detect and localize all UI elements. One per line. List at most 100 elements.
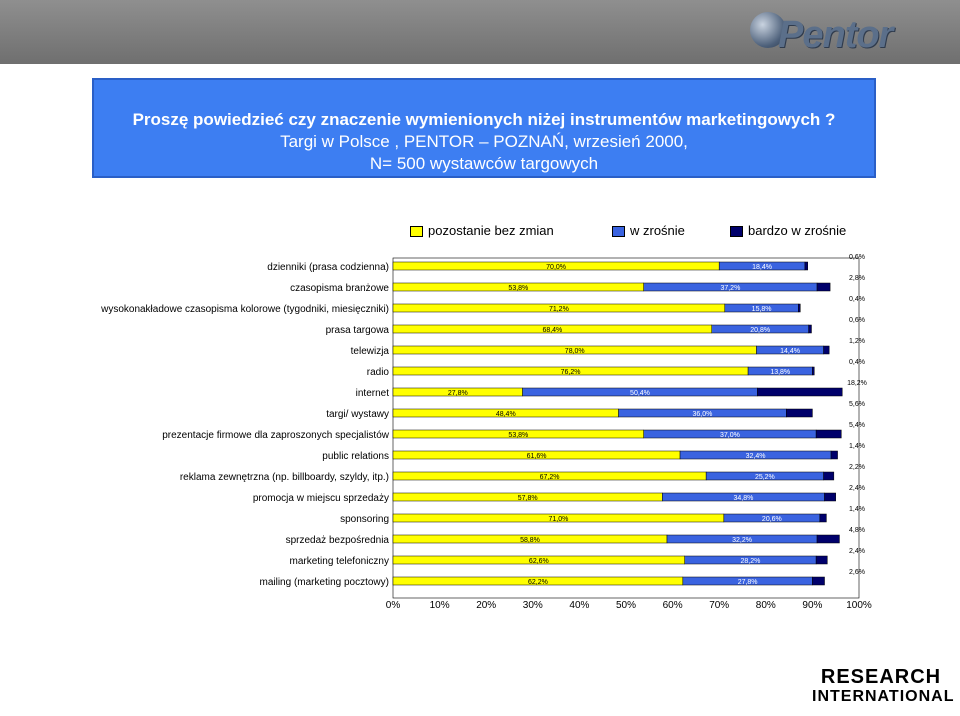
data-label: 1,4% <box>849 506 865 513</box>
data-label: 32,4% <box>746 453 766 460</box>
data-label: 48,4% <box>496 411 516 418</box>
footer-research: RESEARCH <box>820 666 942 688</box>
title-box: Proszę powiedzieć czy znaczenie wymienio… <box>92 78 876 178</box>
bar-segment <box>812 576 825 586</box>
x-tick-label: 20% <box>476 600 496 611</box>
data-label: 62,6% <box>529 558 549 565</box>
data-label: 13,8% <box>770 369 790 376</box>
bar-segment <box>808 324 812 334</box>
bar-segment <box>823 471 835 481</box>
plot-area-frame <box>392 257 860 599</box>
data-label: 53,8% <box>508 432 528 439</box>
legend-item-no-change: pozostanie bez zmian <box>410 223 554 238</box>
title-question: Proszę powiedzieć czy znaczenie wymienio… <box>132 110 836 129</box>
data-label: 37,2% <box>720 285 740 292</box>
category-label: targi/ wystawy <box>326 409 389 420</box>
x-tick-label: 80% <box>756 600 776 611</box>
data-label: 68,4% <box>542 327 562 334</box>
data-label: 50,4% <box>630 390 650 397</box>
bar-segment <box>804 261 808 271</box>
x-tick-label: 30% <box>523 600 543 611</box>
bar-segment <box>830 450 838 460</box>
x-tick-label: 40% <box>569 600 589 611</box>
category-label: prezentacje firmowe dla zaproszonych spe… <box>162 430 390 441</box>
category-label: promocja w miejscu sprzedaży <box>253 493 389 504</box>
data-label: 5,6% <box>849 401 865 408</box>
bar-segment <box>823 345 830 355</box>
data-label: 20,6% <box>762 516 782 523</box>
data-label: 76,2% <box>561 369 581 376</box>
footer-international: INTERNATIONAL <box>812 688 955 705</box>
data-label: 25,2% <box>755 474 775 481</box>
data-label: 28,2% <box>740 558 760 565</box>
data-label: 36,0% <box>692 411 712 418</box>
bar-segment <box>815 429 842 439</box>
data-label: 2,4% <box>849 485 865 492</box>
x-tick-label: 70% <box>709 600 729 611</box>
bar-segment <box>816 534 840 544</box>
data-label: 4,8% <box>849 527 865 534</box>
x-tick-label: 100% <box>846 600 872 611</box>
data-label: 57,8% <box>518 495 538 502</box>
data-label: 71,0% <box>549 516 569 523</box>
bar-segment <box>757 387 843 397</box>
x-tick-label: 10% <box>430 600 450 611</box>
bar-segment <box>816 282 831 292</box>
legend-label-increase: w zrośnie <box>630 223 685 238</box>
x-tick-label: 90% <box>802 600 822 611</box>
data-label: 32,2% <box>732 537 752 544</box>
data-label: 78,0% <box>565 348 585 355</box>
data-label: 5,4% <box>849 422 865 429</box>
data-label: 70,0% <box>546 264 566 271</box>
data-label: 2,4% <box>849 548 865 555</box>
bar-segment <box>786 408 813 418</box>
data-label: 14,4% <box>780 348 800 355</box>
data-label: 27,8% <box>738 579 758 586</box>
data-label: 15,8% <box>752 306 772 313</box>
category-label: mailing (marketing pocztowy) <box>260 577 390 588</box>
data-label: 0,6% <box>849 254 865 261</box>
legend-swatch-no-change <box>410 226 423 238</box>
stacked-bar-chart: dzienniki (prasa codzienna) 70,0% 18,4% 0,6… <box>100 254 872 611</box>
data-label: 53,8% <box>508 285 528 292</box>
bar-segment <box>819 513 827 523</box>
category-label: telewizja <box>351 346 390 357</box>
title-survey-info: Targi w Polsce , PENTOR – POZNAŃ, wrzesi… <box>280 132 688 151</box>
title-sample-size: N= 500 wystawców targowych <box>369 154 599 173</box>
x-tick-label: 60% <box>663 600 683 611</box>
data-label: 18,2% <box>847 380 867 387</box>
data-label: 34,8% <box>734 495 754 502</box>
category-label: sprzedaż bezpośrednia <box>286 535 390 546</box>
category-label: internet <box>356 388 390 399</box>
legend-item-strong-increase: bardzo w zrośnie <box>730 223 846 238</box>
legend-item-increase: w zrośnie <box>612 223 685 238</box>
data-label: 2,6% <box>849 569 865 576</box>
category-label: reklama zewnętrzna (np. billboardy, szyl… <box>180 472 389 483</box>
data-label: 62,2% <box>528 579 548 586</box>
bar-segment <box>812 366 815 376</box>
data-label: 0,4% <box>849 359 865 366</box>
legend-label-no-change: pozostanie bez zmian <box>428 223 554 238</box>
bar-segment <box>824 492 836 502</box>
legend-swatch-strong-increase <box>730 226 743 238</box>
data-label: 0,4% <box>849 296 865 303</box>
category-label: marketing telefoniczny <box>290 556 390 567</box>
data-label: 61,6% <box>527 453 547 460</box>
category-label: radio <box>367 367 390 378</box>
data-label: 27,8% <box>448 390 468 397</box>
category-label: sponsoring <box>340 514 389 525</box>
data-label: 0,6% <box>849 317 865 324</box>
data-label: 67,2% <box>540 474 560 481</box>
research-international-logo: RESEARCH INTERNATIONAL <box>812 666 955 706</box>
data-label: 37,0% <box>720 432 740 439</box>
category-label: public relations <box>322 451 389 462</box>
data-label: 20,8% <box>750 327 770 334</box>
data-label: 2,8% <box>849 275 865 282</box>
top-banner <box>0 0 960 64</box>
category-label: czasopisma branżowe <box>290 283 389 294</box>
x-tick-label: 50% <box>616 600 636 611</box>
data-label: 58,8% <box>520 537 540 544</box>
pentor-logo-icon <box>750 12 786 48</box>
data-label: 18,4% <box>752 264 772 271</box>
chart-legend: pozostanie bez zmian w zrośnie bardzo w … <box>390 213 876 249</box>
